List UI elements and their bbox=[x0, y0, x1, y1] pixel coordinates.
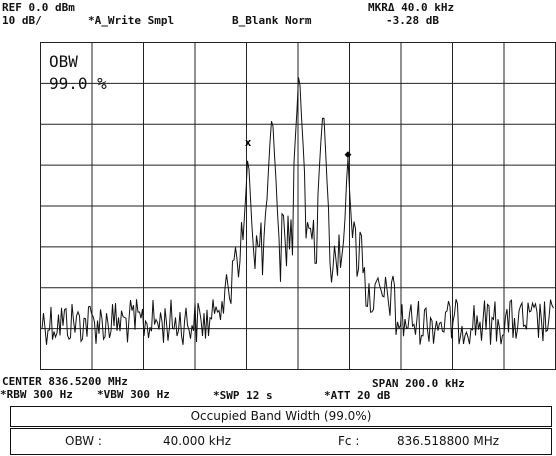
scale-per-div: 10 dB/ bbox=[2, 14, 42, 27]
marker-diamond-icon: ◆ bbox=[345, 150, 352, 160]
rbw-setting: *RBW 300 Hz bbox=[0, 388, 73, 401]
graticule bbox=[40, 42, 556, 370]
span-setting: SPAN 200.0 kHz bbox=[372, 377, 465, 390]
attenuation-setting: *ATT 20 dB bbox=[324, 389, 391, 402]
center-frequency: CENTER 836.5200 MHz bbox=[2, 375, 128, 388]
fc-result-value: 836.518800 MHz bbox=[397, 434, 500, 448]
marker-delta-readout: MKRΔ 40.0 kHz bbox=[368, 1, 455, 14]
fc-result-label: Fc : bbox=[338, 434, 360, 448]
trace-b-mode: B_Blank Norm bbox=[232, 14, 312, 27]
vbw-setting: *VBW 300 Hz bbox=[97, 388, 170, 401]
ref-level: REF 0.0 dBm bbox=[2, 1, 75, 14]
sweep-setting: *SWP 12 s bbox=[213, 389, 273, 402]
obw-result-title: Occupied Band Width (99.0%) bbox=[190, 409, 372, 423]
obw-result-label: OBW : bbox=[65, 434, 102, 448]
marker-x-icon: x bbox=[245, 136, 252, 149]
obw-result-value: 40.000 kHz bbox=[163, 434, 232, 448]
spectrum-trace bbox=[41, 77, 554, 345]
obw-result-title-bar: Occupied Band Width (99.0%) bbox=[10, 406, 552, 427]
obw-result-values-bar: OBW : 40.000 kHz Fc : 836.518800 MHz bbox=[10, 428, 552, 455]
marker-level-readout: -3.28 dB bbox=[386, 14, 439, 27]
trace-a-mode: *A_Write Smpl bbox=[88, 14, 175, 27]
obw-overlay-value: 99.0 % bbox=[49, 74, 107, 93]
obw-overlay-label: OBW bbox=[49, 52, 78, 71]
